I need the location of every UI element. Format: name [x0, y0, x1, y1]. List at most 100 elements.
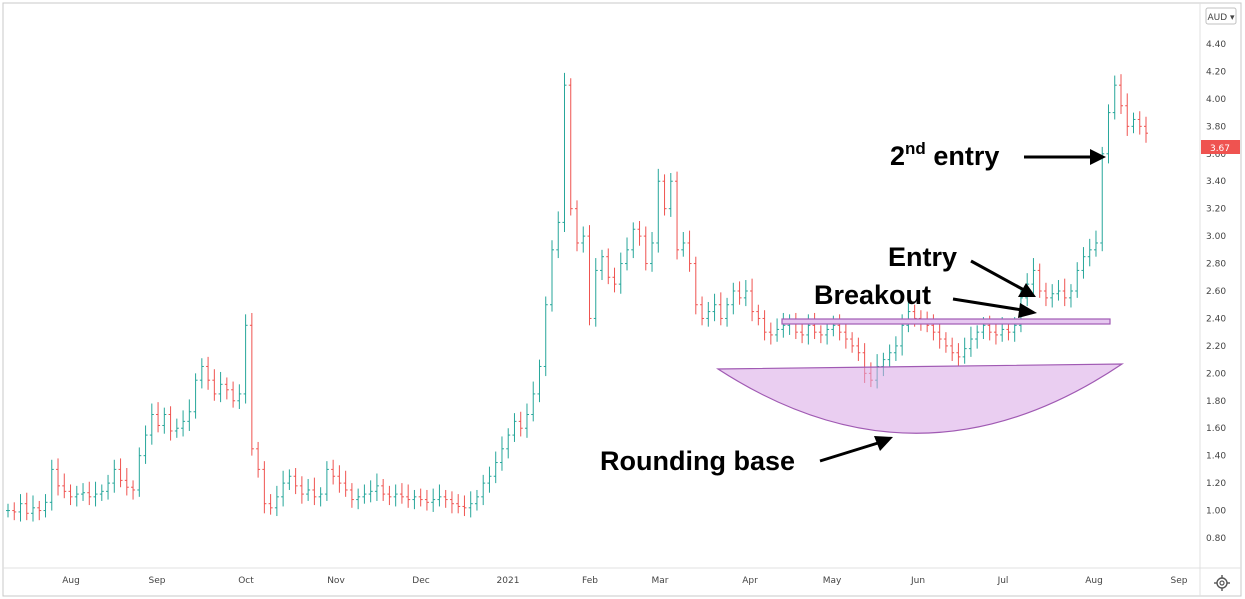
price-bar — [643, 226, 648, 271]
price-bar — [337, 465, 342, 493]
price-bar — [668, 172, 673, 217]
price-bar — [1050, 284, 1055, 308]
price-bar — [575, 200, 579, 252]
price-bar — [593, 258, 598, 327]
price-bar — [37, 500, 42, 521]
price-bar — [387, 485, 392, 506]
price-bar — [249, 312, 254, 456]
price-bar — [393, 484, 398, 507]
price-bar — [762, 310, 767, 341]
price-bar — [418, 488, 423, 507]
price-tick-label: 2.40 — [1206, 314, 1226, 324]
price-bar — [456, 494, 461, 514]
price-bar — [606, 248, 611, 285]
price-bar — [887, 344, 892, 367]
entry-arrow-line — [970, 259, 1025, 292]
gear-icon[interactable] — [1214, 575, 1230, 591]
price-bar — [481, 474, 486, 506]
breakout-label: Breakout — [814, 280, 931, 310]
currency-label[interactable]: AUD ▾ — [1207, 13, 1235, 23]
price-bar — [768, 322, 773, 345]
price-tick-label: 2.00 — [1206, 369, 1226, 379]
price-bar — [1081, 247, 1086, 279]
price-bar — [374, 473, 379, 501]
price-bar — [243, 314, 248, 404]
price-bar — [587, 225, 592, 326]
time-tick-label: Sep — [149, 576, 166, 586]
price-bar — [299, 476, 304, 504]
price-bar — [12, 502, 17, 521]
price-bar — [24, 492, 29, 521]
price-bar — [149, 403, 154, 445]
price-bar — [712, 293, 717, 322]
price-bar — [256, 441, 261, 478]
price-bar — [637, 221, 642, 246]
price-tick-label: 1.80 — [1206, 397, 1226, 407]
price-bar — [362, 484, 367, 504]
price-bar — [218, 371, 223, 403]
price-bar — [1144, 116, 1148, 143]
price-bar — [650, 231, 655, 272]
price-bar — [487, 466, 492, 493]
price-bar — [1056, 280, 1061, 301]
time-tick-label: Jul — [997, 576, 1009, 586]
annotation-breakout: Breakout — [814, 280, 1037, 318]
price-bar — [506, 428, 511, 459]
price-bar — [718, 292, 723, 326]
price-tick-label: 4.00 — [1206, 95, 1226, 105]
price-bar — [962, 337, 967, 364]
price-bar — [131, 480, 136, 500]
annotation-second-entry: 2nd entry — [890, 139, 1106, 171]
price-bar — [518, 411, 523, 437]
price-bar — [212, 369, 217, 401]
price-axis: 0.80 1.00 1.20 1.40 1.60 1.80 2.00 2.20 2.40 2.60… — [1206, 40, 1226, 544]
price-bar — [781, 312, 786, 338]
price-bar — [843, 319, 848, 349]
price-bar — [499, 436, 504, 471]
price-bar — [62, 473, 67, 499]
second-entry-superscript: nd — [905, 139, 926, 158]
time-tick-label: Jun — [910, 576, 925, 586]
price-bar — [1118, 74, 1123, 114]
rounding-base-label: Rounding base — [600, 446, 795, 476]
price-bar — [412, 489, 417, 510]
price-bar — [187, 399, 192, 431]
price-bar — [224, 377, 229, 400]
time-tick-label: Mar — [652, 576, 669, 586]
price-bar — [1093, 230, 1098, 257]
price-bar — [893, 336, 898, 361]
price-bar — [687, 230, 692, 272]
price-bar — [631, 222, 636, 259]
price-bar — [381, 478, 386, 501]
price-bar — [31, 495, 36, 522]
price-bar — [743, 280, 748, 307]
price-bar — [262, 461, 267, 514]
price-bar — [68, 484, 73, 506]
price-bar — [106, 474, 111, 500]
price-bar — [1031, 258, 1036, 294]
price-bar — [549, 240, 554, 312]
price-bar — [143, 425, 148, 464]
price-bar — [975, 325, 980, 349]
price-bar — [543, 296, 548, 377]
price-bar — [756, 304, 761, 326]
price-bar — [1112, 75, 1117, 120]
time-tick-label: Feb — [582, 576, 598, 586]
price-tick-label: 3.60 — [1206, 150, 1226, 160]
price-bar — [556, 211, 561, 259]
svg-text:2nd entry: 2nd entry — [890, 139, 999, 171]
currency-button[interactable]: AUD ▾ — [1205, 7, 1237, 25]
price-bar — [1125, 93, 1130, 136]
price-bar — [537, 359, 542, 403]
price-bar — [168, 406, 173, 441]
price-bar — [568, 78, 573, 216]
price-bar — [725, 297, 730, 327]
price-tick-label: 0.80 — [1206, 534, 1226, 544]
price-tick-label: 4.40 — [1206, 40, 1226, 50]
price-bar — [81, 483, 86, 501]
price-bar — [968, 326, 973, 357]
price-bar — [706, 301, 711, 327]
price-bar — [181, 410, 186, 437]
